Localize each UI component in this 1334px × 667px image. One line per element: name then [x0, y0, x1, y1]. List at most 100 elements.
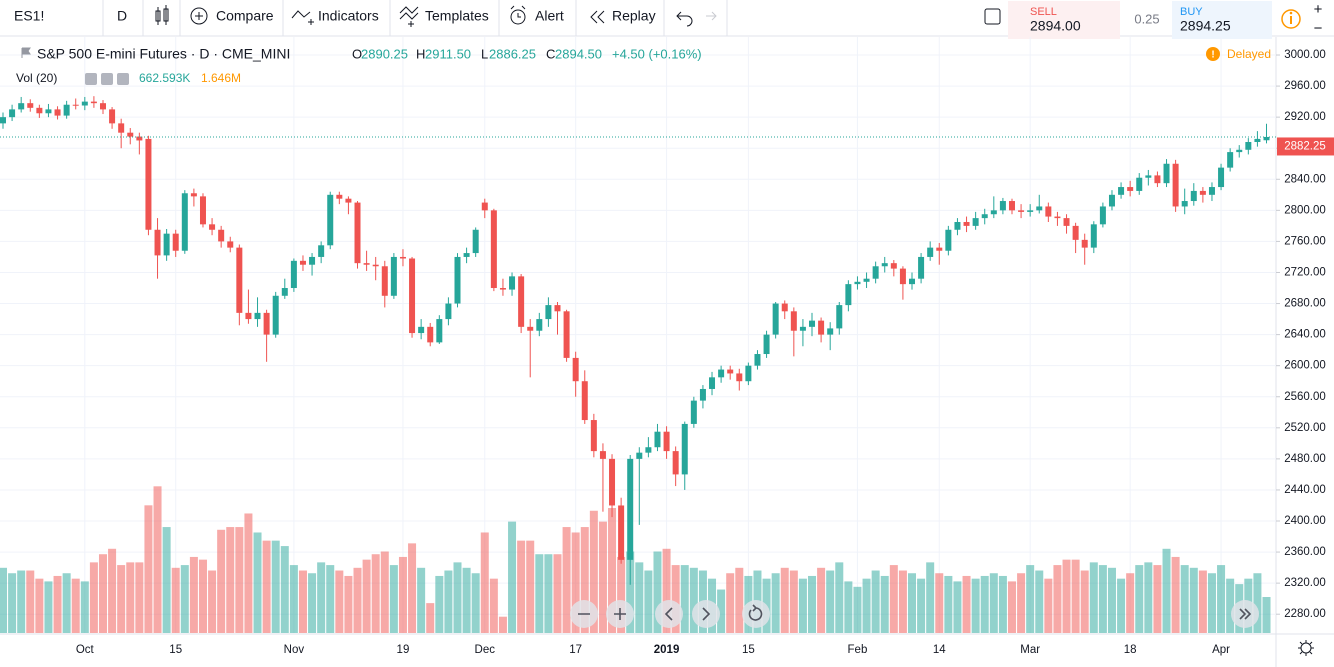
legend-o-label: O [352, 46, 362, 61]
compare-button[interactable]: Compare [216, 8, 274, 24]
volume-bar [189, 556, 198, 633]
candle-body [1008, 201, 1015, 211]
candle-body [1163, 163, 1170, 184]
volume-bar [80, 581, 89, 633]
candle-body [490, 210, 497, 289]
volume-bar [217, 529, 226, 633]
candle-body [518, 276, 525, 327]
volume-bar [398, 556, 407, 633]
candle-body [72, 104, 79, 106]
candle-body [1199, 190, 1206, 195]
candle-body [272, 295, 279, 335]
volume-bar [326, 565, 335, 633]
candle-body [527, 326, 534, 331]
volume-bar [562, 527, 571, 633]
candle-body [409, 258, 416, 334]
candle-body [1072, 225, 1079, 240]
alert-button[interactable]: Alert [535, 8, 564, 24]
x-tick-label: Oct [76, 644, 95, 656]
fullscreen-icon[interactable] [984, 8, 1001, 25]
volume-bar [835, 562, 844, 633]
volume-bar [1107, 567, 1116, 633]
y-tick-label: 2920.00 [1284, 111, 1326, 123]
alert-icon[interactable] [510, 5, 526, 25]
volume-bar [789, 570, 798, 633]
interval[interactable]: D [117, 8, 127, 24]
volume-bar [771, 573, 780, 633]
undo-icon[interactable] [676, 11, 693, 27]
volume-bar [544, 554, 553, 633]
candle-body [872, 266, 879, 279]
replay-button[interactable]: Replay [612, 8, 656, 24]
candle-body [1099, 206, 1106, 225]
volume-bar [1007, 581, 1016, 633]
nav-buttons[interactable] [570, 600, 1259, 628]
symbol[interactable]: ES1! [14, 8, 44, 24]
candle-body [327, 194, 334, 246]
candle-body [609, 458, 616, 506]
info-icon[interactable] [1281, 9, 1301, 29]
candle-body [754, 354, 761, 366]
candle-body [581, 381, 588, 421]
replay-icon[interactable] [590, 10, 605, 24]
volume-bar [208, 570, 217, 633]
legend-l-label: L [481, 46, 488, 61]
candle-body [127, 132, 134, 137]
candle-body [1127, 187, 1134, 191]
candle-body [54, 109, 61, 116]
volume-bar [408, 543, 417, 633]
settings-icon[interactable] [1298, 640, 1314, 656]
volume-bar [862, 578, 871, 633]
volume-bar [89, 562, 98, 633]
candle-body [209, 224, 216, 230]
templates-button[interactable]: Templates [425, 8, 489, 24]
volume-bar [426, 603, 435, 633]
volume-bar [908, 573, 916, 633]
y-tick-label: 2520.00 [1284, 422, 1326, 434]
volume-bar [1189, 567, 1198, 633]
sell-box[interactable] [1008, 1, 1120, 39]
volume-bar [1162, 548, 1171, 633]
volume-bar [1144, 562, 1153, 633]
volume-bar [517, 540, 526, 633]
compare-icon[interactable] [190, 7, 208, 25]
volume-bar [171, 567, 180, 633]
y-tick-label: 2840.00 [1284, 173, 1326, 185]
indicators-icon[interactable] [291, 10, 314, 25]
indicators-button[interactable]: Indicators [318, 8, 379, 24]
zoom-in[interactable]: + [1314, 1, 1323, 18]
volume-bar [926, 562, 935, 633]
candle-body [63, 104, 70, 116]
candle-body [1181, 201, 1188, 207]
candle-body [1036, 206, 1043, 211]
candles [0, 96, 1270, 585]
x-tick-label: 2019 [654, 644, 680, 656]
zoom-out[interactable]: − [1314, 20, 1323, 37]
candle-body [890, 263, 897, 269]
volume-bar [344, 575, 353, 633]
volume-bar [53, 575, 62, 633]
chart-style-icon[interactable] [155, 5, 169, 25]
candle-body [1108, 194, 1115, 207]
volume-bar [1153, 565, 1162, 633]
y-tick-label: 2960.00 [1284, 80, 1326, 92]
sell-price: 2894.00 [1030, 18, 1081, 34]
redo-icon[interactable] [706, 11, 717, 21]
x-tick-label: Apr [1212, 644, 1230, 656]
vol-controls[interactable] [85, 73, 129, 85]
candle-body [654, 431, 661, 448]
candle-body [663, 431, 670, 452]
templates-icon[interactable] [399, 6, 419, 27]
candle-body [172, 233, 179, 251]
volume-bar [353, 567, 362, 633]
buy-box[interactable] [1172, 1, 1272, 39]
volume-bar [680, 565, 689, 633]
candle-body [818, 320, 825, 335]
volume-bar [1226, 578, 1235, 633]
volume-bar [335, 570, 344, 633]
candle-body [681, 423, 688, 475]
y-tick-label: 2720.00 [1284, 267, 1326, 279]
candle-body [336, 194, 343, 199]
candle-body [481, 202, 488, 211]
